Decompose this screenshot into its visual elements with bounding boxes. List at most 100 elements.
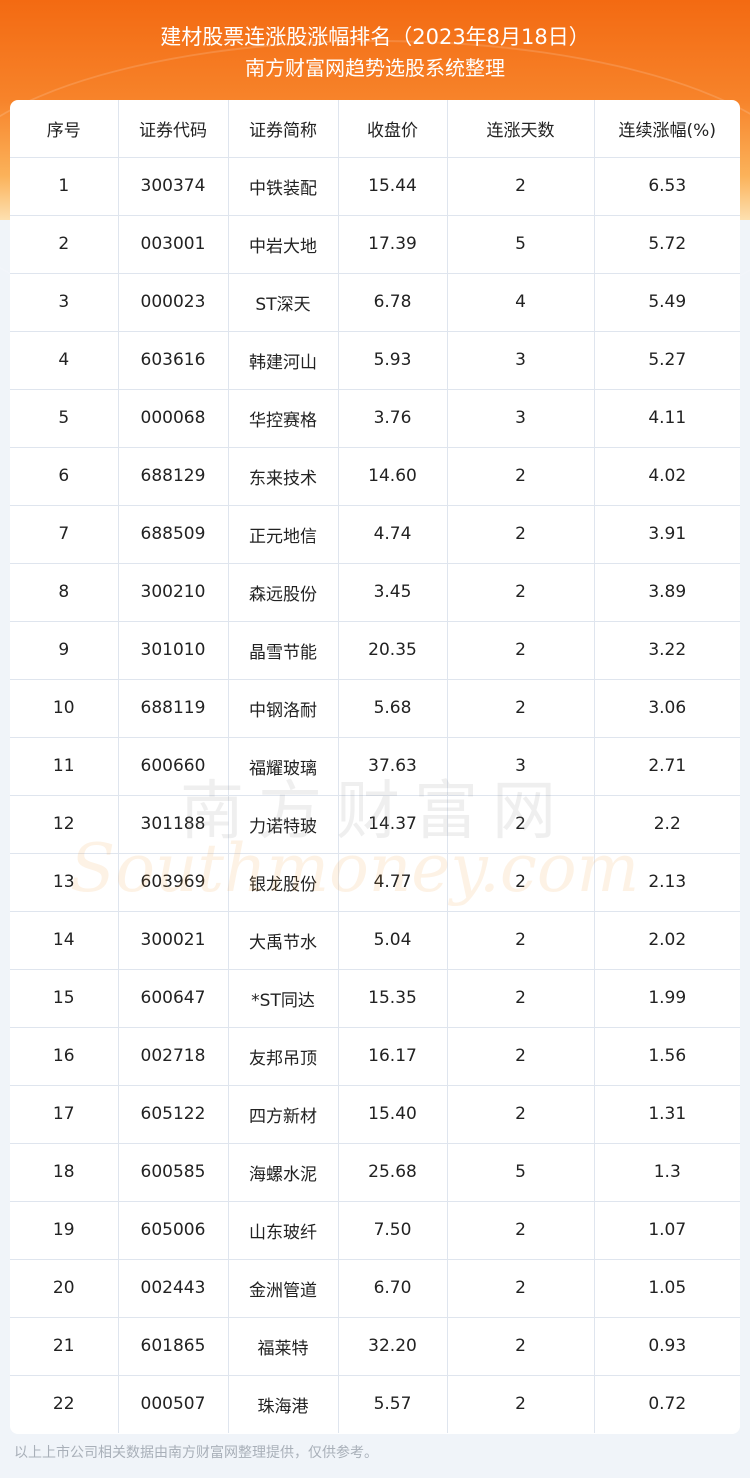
table-cell: 1.56: [594, 1027, 740, 1086]
table-row: 14 300021 大禹节水 5.04 2 2.02: [10, 911, 740, 970]
table-cell: 2: [447, 563, 595, 622]
table-cell: 2: [447, 1375, 595, 1433]
table-cell: 0.93: [594, 1317, 740, 1376]
table-cell: 金洲管道: [228, 1259, 339, 1318]
table-cell: 2: [447, 911, 595, 970]
table-cell: 3.91: [594, 505, 740, 564]
column-header: 序号: [10, 100, 119, 158]
table-cell: 5.72: [594, 215, 740, 274]
table-row: 2 003001 中岩大地 17.39 5 5.72: [10, 215, 740, 274]
table-row: 17 605122 四方新材 15.40 2 1.31: [10, 1085, 740, 1144]
table-cell: 2: [447, 1027, 595, 1086]
table-cell: 000068: [118, 389, 229, 448]
table-cell: 600647: [118, 969, 229, 1028]
table-cell: 2.2: [594, 795, 740, 854]
table-cell: 3.22: [594, 621, 740, 680]
table-cell: 18: [10, 1143, 119, 1202]
column-header: 连涨天数: [447, 100, 595, 158]
table-cell: 正元地信: [228, 505, 339, 564]
table-cell: 16: [10, 1027, 119, 1086]
table-cell: *ST同达: [228, 969, 339, 1028]
table-cell: 605006: [118, 1201, 229, 1260]
table-cell: 1.31: [594, 1085, 740, 1144]
table-cell: 6.53: [594, 157, 740, 216]
table-cell: 2: [447, 447, 595, 506]
table-cell: 300374: [118, 157, 229, 216]
table-cell: 5.93: [338, 331, 448, 390]
table-cell: 15.40: [338, 1085, 448, 1144]
table-cell: 5: [10, 389, 119, 448]
table-cell: 4: [447, 273, 595, 332]
table-cell: 4.02: [594, 447, 740, 506]
table-cell: 5.57: [338, 1375, 448, 1433]
table-cell: 2: [447, 1317, 595, 1376]
table-row: 3 000023 ST深天 6.78 4 5.49: [10, 273, 740, 332]
table-cell: 2: [447, 1085, 595, 1144]
table-cell: 5.04: [338, 911, 448, 970]
table-cell: 300210: [118, 563, 229, 622]
table-cell: 603616: [118, 331, 229, 390]
table-cell: 韩建河山: [228, 331, 339, 390]
table-cell: 5.49: [594, 273, 740, 332]
table-cell: 17.39: [338, 215, 448, 274]
table-cell: ST深天: [228, 273, 339, 332]
table-cell: 20: [10, 1259, 119, 1318]
table-cell: 601865: [118, 1317, 229, 1376]
table-cell: 15.35: [338, 969, 448, 1028]
table-cell: 3: [447, 737, 595, 796]
table-cell: 21: [10, 1317, 119, 1376]
table-cell: 2.02: [594, 911, 740, 970]
table-cell: 4.77: [338, 853, 448, 912]
column-header: 证券简称: [228, 100, 339, 158]
table-cell: 银龙股份: [228, 853, 339, 912]
table-cell: 12: [10, 795, 119, 854]
table-cell: 晶雪节能: [228, 621, 339, 680]
table-cell: 19: [10, 1201, 119, 1260]
table-cell: 6.78: [338, 273, 448, 332]
table-cell: 20.35: [338, 621, 448, 680]
table-cell: 7.50: [338, 1201, 448, 1260]
table-cell: 2: [447, 157, 595, 216]
table-card: 序号 证券代码 证券简称 收盘价 连涨天数 连续涨幅(%) 1 300374 中铁装配 15.4…: [10, 100, 740, 1434]
table-cell: 1.05: [594, 1259, 740, 1318]
table-cell: 2: [447, 1201, 595, 1260]
table-cell: 10: [10, 679, 119, 738]
footer-note: 以上上市公司相关数据由南方财富网整理提供，仅供参考。: [14, 1445, 378, 1461]
table-cell: 301188: [118, 795, 229, 854]
table-row: 5 000068 华控赛格 3.76 3 4.11: [10, 389, 740, 448]
table-cell: 福莱特: [228, 1317, 339, 1376]
table-cell: 森远股份: [228, 563, 339, 622]
table-row: 18 600585 海螺水泥 25.68 5 1.3: [10, 1143, 740, 1202]
table-cell: 0.72: [648, 1394, 687, 1415]
table-cell: 25.68: [338, 1143, 448, 1202]
table-cell: 688509: [118, 505, 229, 564]
table-cell: 2: [447, 679, 595, 738]
table-cell: 6: [10, 447, 119, 506]
table-cell: 4.11: [594, 389, 740, 448]
column-header: 证券代码: [118, 100, 229, 158]
table-cell: 1: [10, 157, 119, 216]
table-cell: 3: [10, 273, 119, 332]
table-row: 21 601865 福莱特 32.20 2 0.93: [10, 1317, 740, 1376]
ranking-table: 序号 证券代码 证券简称 收盘价 连涨天数 连续涨幅(%) 1 300374 中铁装配 15.4…: [10, 100, 740, 1433]
table-cell: 5.27: [594, 331, 740, 390]
table-cell: 6.70: [338, 1259, 448, 1318]
table-cell: 中钢洛耐: [228, 679, 339, 738]
table-cell: 32.20: [338, 1317, 448, 1376]
table-cell: 603969: [118, 853, 229, 912]
table-cell: 000507: [118, 1375, 229, 1433]
table-cell: 301010: [118, 621, 229, 680]
table-row: 1 300374 中铁装配 15.44 2 6.53: [10, 157, 740, 216]
table-cell: 13: [10, 853, 119, 912]
table-cell: 东来技术: [228, 447, 339, 506]
table-row: 10 688119 中钢洛耐 5.68 2 3.06: [10, 679, 740, 738]
table-cell: 16.17: [338, 1027, 448, 1086]
table-row: 15 600647 *ST同达 15.35 2 1.99: [10, 969, 740, 1028]
table-cell: 3.45: [338, 563, 448, 622]
table-cell: 17: [10, 1085, 119, 1144]
table-cell: 605122: [118, 1085, 229, 1144]
table-cell: 600660: [118, 737, 229, 796]
table-cell: 7: [10, 505, 119, 564]
table-row: 12 301188 力诺特玻 14.37 2 2.2: [10, 795, 740, 854]
table-cell: 2: [447, 1259, 595, 1318]
